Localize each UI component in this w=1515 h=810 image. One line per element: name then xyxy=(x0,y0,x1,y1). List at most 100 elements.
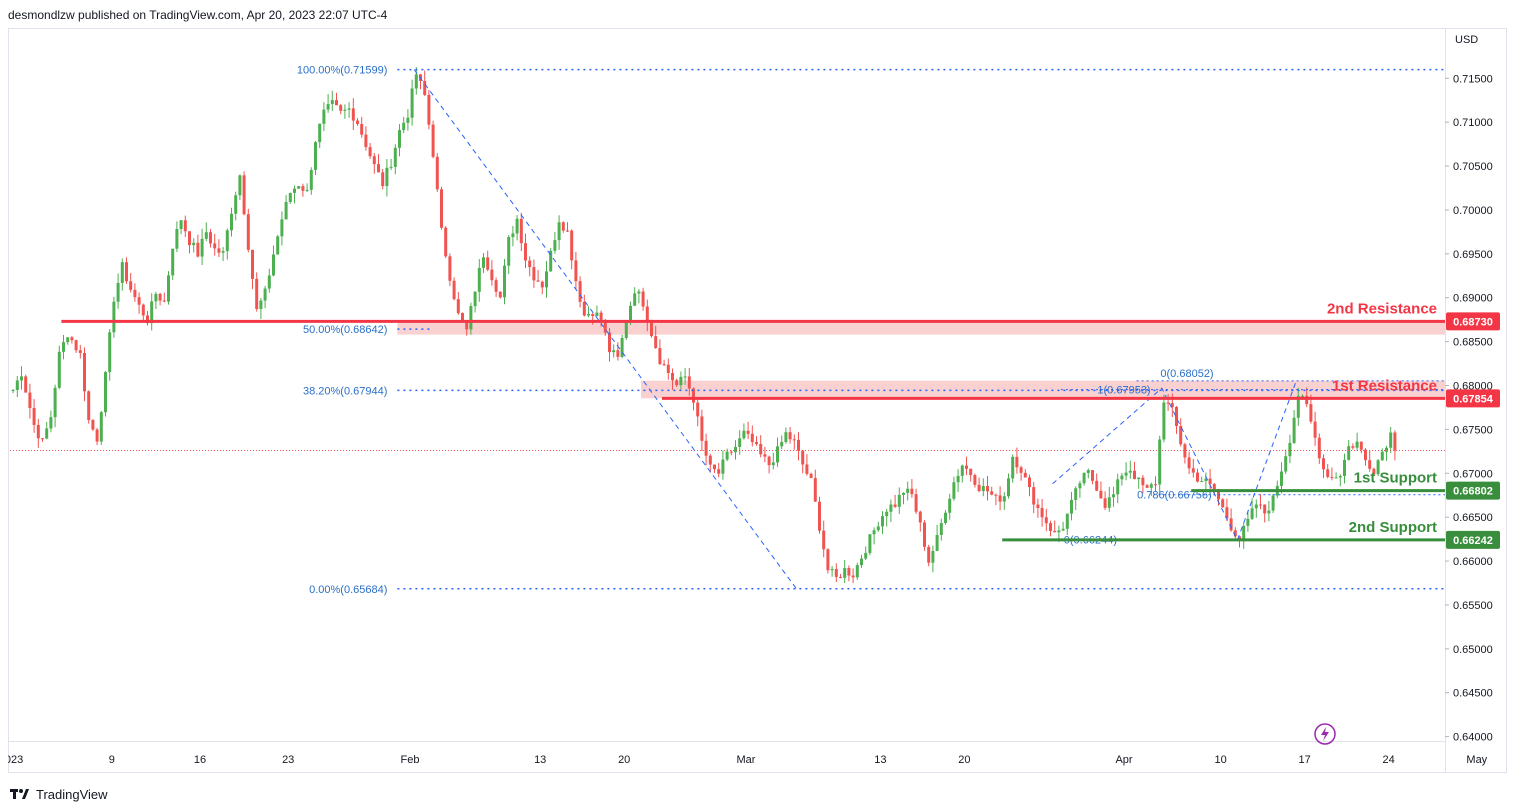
candle xyxy=(393,144,397,175)
candle-body xyxy=(1250,508,1254,519)
price-tick-label: 0.65000 xyxy=(1453,644,1493,656)
candle xyxy=(444,226,448,259)
candle xyxy=(83,347,86,402)
price-tick-label: 0.64500 xyxy=(1453,688,1493,700)
fib-level-label: 100.00%(0.71599) xyxy=(297,65,388,77)
candle-body xyxy=(1183,444,1187,458)
candle xyxy=(902,492,905,505)
candle xyxy=(561,221,565,233)
candle-body xyxy=(1044,517,1048,524)
candles xyxy=(11,67,1397,584)
footer-brand[interactable]: TradingView xyxy=(10,785,108,803)
candle-body xyxy=(889,504,893,512)
candle-body xyxy=(469,306,473,330)
candle-body xyxy=(536,280,540,282)
candle-body xyxy=(1334,477,1338,479)
candle-body xyxy=(1305,395,1309,405)
candle xyxy=(91,419,95,432)
fib2-diagonal xyxy=(1052,380,1297,542)
candle-body xyxy=(1351,446,1355,448)
candle-body xyxy=(561,222,565,231)
candle-body xyxy=(494,280,498,292)
candle-body xyxy=(259,300,263,309)
candle-body xyxy=(952,482,956,499)
support-2-price-tag xyxy=(1446,530,1500,549)
candle-body xyxy=(1364,449,1367,461)
candle xyxy=(112,296,116,338)
candle-body xyxy=(570,230,574,261)
candle xyxy=(918,510,922,532)
candle-body xyxy=(435,156,439,190)
chart-canvas[interactable]: 0.71500 0.71000 0.70500 0.70000 0.69500 0.690… xyxy=(8,28,1507,773)
candle-body xyxy=(566,230,569,232)
candle-body xyxy=(826,549,830,571)
candle-body xyxy=(120,262,124,283)
candle-body xyxy=(784,432,788,442)
candle xyxy=(1128,460,1132,479)
candle-body xyxy=(91,419,95,430)
candle xyxy=(167,271,170,305)
candle xyxy=(74,339,78,353)
candle-body xyxy=(53,387,57,418)
candle-body xyxy=(1032,487,1036,505)
candle xyxy=(150,293,154,331)
candle xyxy=(797,432,800,461)
candle xyxy=(192,238,196,253)
candle xyxy=(280,211,284,246)
time-tick-label: 17 xyxy=(1298,754,1310,766)
candle xyxy=(1091,469,1094,485)
candle-body xyxy=(141,304,145,316)
candle-body xyxy=(1229,518,1233,531)
candle-body xyxy=(1149,484,1153,488)
candle xyxy=(897,487,901,514)
candle xyxy=(377,154,380,173)
support-2-price-tag-text: 0.66242 xyxy=(1453,535,1493,547)
candle-body xyxy=(620,337,624,357)
candle-body xyxy=(133,289,137,298)
candle-body xyxy=(473,291,477,307)
candle-body xyxy=(876,526,880,531)
price-chart[interactable]: 0.71500 0.71000 0.70500 0.70000 0.69500 0.690… xyxy=(8,28,1507,773)
candle xyxy=(1107,486,1111,512)
candle xyxy=(1372,467,1376,476)
candle-body xyxy=(973,475,977,485)
candle xyxy=(893,494,897,509)
candle-body xyxy=(335,100,338,106)
candle xyxy=(931,545,935,573)
candle xyxy=(851,568,855,584)
time-tick-label: Apr xyxy=(1115,754,1132,766)
resistance-2-price-tag xyxy=(1446,312,1500,331)
candle xyxy=(498,291,502,299)
candle-body xyxy=(792,439,796,441)
candle-body xyxy=(398,130,401,148)
candle xyxy=(566,222,569,232)
candle-body xyxy=(347,108,351,110)
candle-body xyxy=(276,236,280,255)
candle xyxy=(981,478,985,497)
lightning-icon-bolt xyxy=(1321,727,1329,741)
candle-body xyxy=(1393,432,1397,451)
candle-body xyxy=(629,305,632,323)
candle-body xyxy=(452,280,456,300)
candle xyxy=(154,291,158,310)
candle xyxy=(120,258,124,291)
candle xyxy=(1326,464,1330,479)
candle-body xyxy=(515,218,519,234)
candle xyxy=(713,464,716,473)
candle-body xyxy=(230,213,233,231)
candle-body xyxy=(797,439,800,451)
candle-body xyxy=(1015,456,1019,468)
candle-body xyxy=(1061,528,1065,531)
candle-body xyxy=(897,494,901,507)
candle xyxy=(792,434,796,450)
candle xyxy=(242,171,246,216)
candle-body xyxy=(704,440,708,456)
candle xyxy=(28,383,32,419)
candle xyxy=(595,305,599,317)
candle xyxy=(885,508,889,527)
candle-body xyxy=(1254,504,1258,509)
candle xyxy=(637,289,641,304)
candle-body xyxy=(755,442,758,444)
candle xyxy=(32,399,36,433)
candle-body xyxy=(1359,441,1363,450)
